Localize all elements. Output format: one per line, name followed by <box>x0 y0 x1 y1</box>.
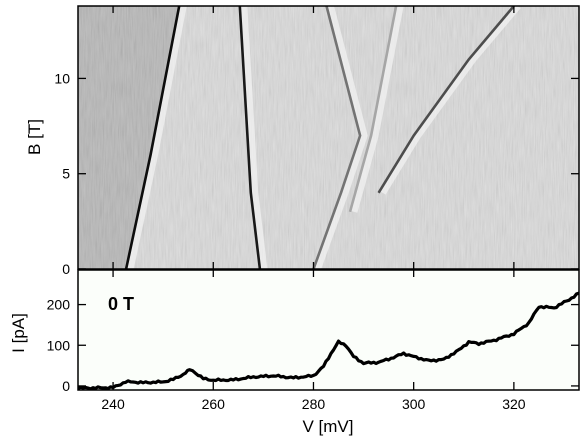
feature-line-5-halo <box>350 6 404 213</box>
feature-line-3-halo <box>314 6 368 269</box>
series-current-trace <box>78 291 579 390</box>
trace-frame <box>77 269 580 391</box>
map-frame <box>77 5 580 270</box>
map-ytick-label: 5 <box>62 166 70 182</box>
trace-xtick-label: 320 <box>502 396 526 412</box>
feature-line-1 <box>124 6 181 269</box>
map-features <box>124 6 521 269</box>
feature-line-1-halo <box>126 6 187 269</box>
trace-ytick-label: 200 <box>47 297 71 313</box>
trace-xtick-label: 240 <box>101 396 125 412</box>
map-ytick-label: 0 <box>62 261 70 277</box>
map-ylabel: B [T] <box>25 119 44 155</box>
trace-annotation: 0 T <box>108 294 134 314</box>
trace-xtick-label: 300 <box>402 396 426 412</box>
trace-xtick-label: 280 <box>302 396 326 412</box>
trace-ylabel: I [pA] <box>9 313 28 353</box>
feature-line-2-halo <box>240 6 268 269</box>
trace-ytick-label: 100 <box>47 337 71 353</box>
map-ticks: 0 5 10 <box>54 6 579 277</box>
trace-ytick-label: 0 <box>62 378 70 394</box>
feature-line-5 <box>348 6 398 213</box>
feature-line-4-halo <box>379 6 521 195</box>
map-ytick-label: 10 <box>54 70 70 86</box>
feature-line-3 <box>312 6 362 269</box>
feature-line-4 <box>377 6 515 194</box>
trace-xtick-label: 260 <box>202 396 226 412</box>
current-trace-panel: 0 100 200 240 260 280 300 320 0 T I [pA] V [mV] <box>9 269 580 436</box>
conductance-map-panel: 0 5 10 B [T] <box>25 5 580 277</box>
trace-xlabel: V [mV] <box>302 417 353 436</box>
trace-background <box>78 270 579 390</box>
feature-line-2 <box>238 6 262 269</box>
trace-ticks: 0 100 200 240 260 280 300 320 <box>47 270 579 412</box>
